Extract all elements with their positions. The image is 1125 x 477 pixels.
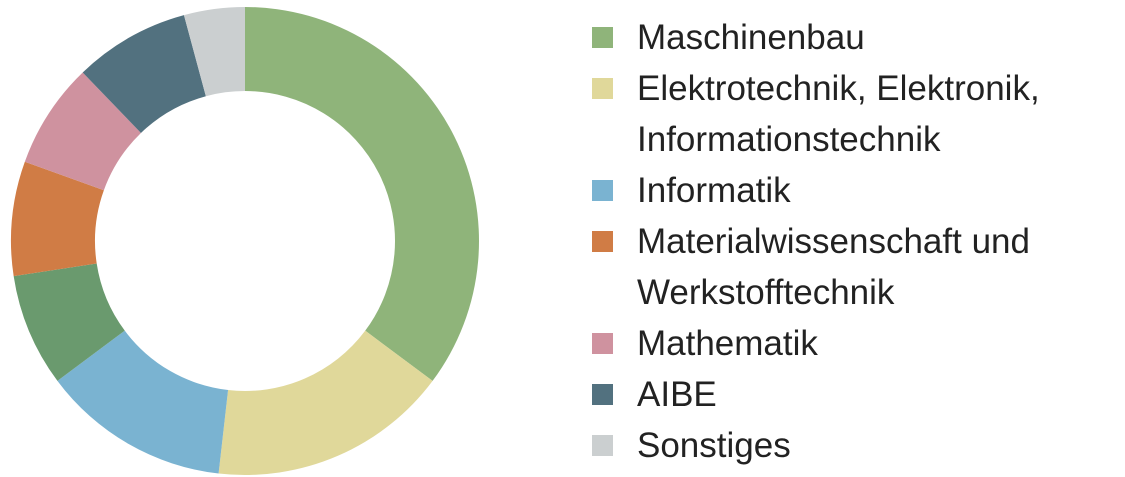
donut-segment xyxy=(24,72,141,191)
legend-label: Mathematik xyxy=(637,324,818,363)
donut-segment xyxy=(13,263,125,381)
chart xyxy=(10,7,480,475)
legend-item: Sonstiges xyxy=(590,420,1107,471)
legend-label: Maschinenbau xyxy=(637,18,865,57)
donut-segment xyxy=(82,15,206,133)
legend-label: Informatik xyxy=(637,171,791,210)
donut-segment xyxy=(10,161,104,277)
donut-segment xyxy=(218,330,433,475)
legend-item: Informatik xyxy=(590,165,1107,216)
legend-swatch xyxy=(592,384,613,405)
legend-item: Maschinenbau xyxy=(590,12,1107,63)
legend-swatch xyxy=(592,333,613,354)
donut-segment xyxy=(183,7,245,97)
legend-swatch xyxy=(592,78,613,99)
legend-item: Elektrotechnik, Elektronik, Informations… xyxy=(590,63,1107,165)
donut-segment xyxy=(57,330,229,474)
legend-item: Materialwissenschaft und Werkstofftechni… xyxy=(590,216,1107,318)
legend-swatch xyxy=(592,27,613,48)
legend-swatch xyxy=(592,180,613,201)
legend-label: Materialwissenschaft und Werkstofftechni… xyxy=(637,222,1030,312)
legend-swatch xyxy=(592,435,613,456)
donut-segment xyxy=(245,7,480,381)
legend-label: Elektrotechnik, Elektronik, Informations… xyxy=(637,69,1040,159)
legend-item: Mathematik xyxy=(590,318,1107,369)
legend-item: AIBE xyxy=(590,369,1107,420)
legend-label: AIBE xyxy=(637,375,717,414)
legend-swatch xyxy=(592,231,613,252)
legend-label: Sonstiges xyxy=(637,426,791,465)
legend: Maschinenbau Elektrotechnik, Elektronik, … xyxy=(590,12,1110,471)
